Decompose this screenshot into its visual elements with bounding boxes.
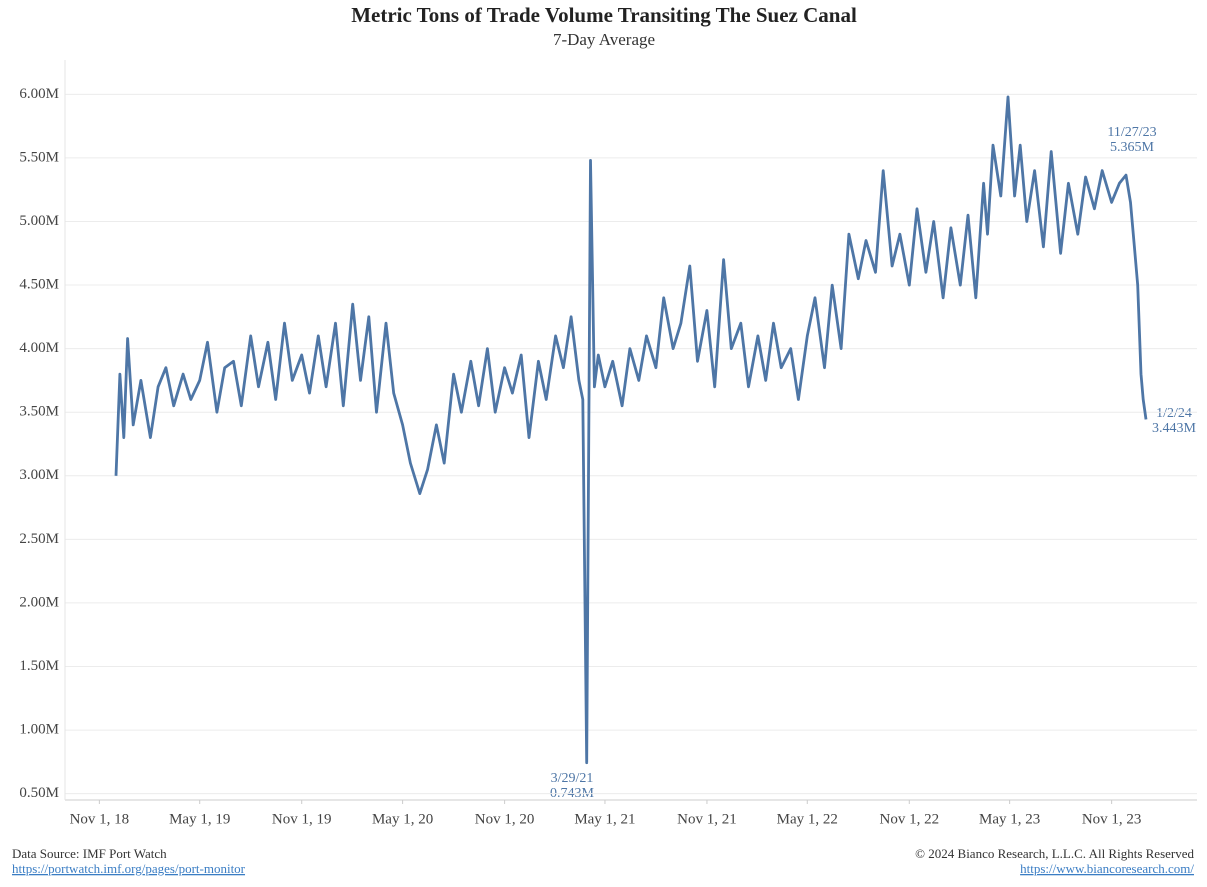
annotation-value: 3.443M — [1152, 421, 1197, 436]
y-tick-label: 5.00M — [19, 213, 59, 229]
y-tick-label: 3.00M — [19, 467, 59, 483]
annotation-date: 11/27/23 — [1107, 125, 1156, 140]
x-tick-label: May 1, 23 — [979, 811, 1040, 827]
y-tick-label: 4.00M — [19, 340, 59, 356]
y-tick-label: 2.50M — [19, 531, 59, 547]
y-tick-label: 0.50M — [19, 785, 59, 801]
chart-title: Metric Tons of Trade Volume Transiting T… — [351, 3, 857, 27]
x-tick-label: May 1, 21 — [574, 811, 635, 827]
x-tick-label: Nov 1, 18 — [70, 811, 130, 827]
y-tick-label: 6.00M — [19, 86, 59, 102]
source: Data Source: IMF Port Watch — [12, 846, 167, 861]
y-tick-label: 5.50M — [19, 149, 59, 165]
site-link[interactable]: https://www.biancoresearch.com/ — [1020, 861, 1194, 876]
x-tick-label: Nov 1, 22 — [879, 811, 939, 827]
y-tick-label: 3.50M — [19, 404, 59, 420]
y-tick-label: 1.00M — [19, 722, 59, 738]
copyright: © 2024 Bianco Research, L.L.C. All Right… — [915, 846, 1194, 861]
x-tick-label: May 1, 20 — [372, 811, 433, 827]
x-tick-label: Nov 1, 20 — [475, 811, 535, 827]
x-tick-label: May 1, 22 — [777, 811, 838, 827]
data-line — [114, 95, 1148, 765]
annotation-value: 5.365M — [1110, 140, 1155, 155]
annotation-date: 3/29/21 — [551, 771, 594, 786]
chart-subtitle: 7-Day Average — [553, 30, 655, 49]
y-tick-label: 4.50M — [19, 276, 59, 292]
y-tick-label: 2.00M — [19, 594, 59, 610]
x-tick-label: May 1, 19 — [169, 811, 230, 827]
y-tick-label: 1.50M — [19, 658, 59, 674]
x-tick-label: Nov 1, 23 — [1082, 811, 1142, 827]
x-tick-label: Nov 1, 21 — [677, 811, 737, 827]
x-tick-label: Nov 1, 19 — [272, 811, 332, 827]
source-link[interactable]: https://portwatch.imf.org/pages/port-mon… — [12, 861, 246, 876]
annotation-date: 1/2/24 — [1156, 406, 1192, 421]
